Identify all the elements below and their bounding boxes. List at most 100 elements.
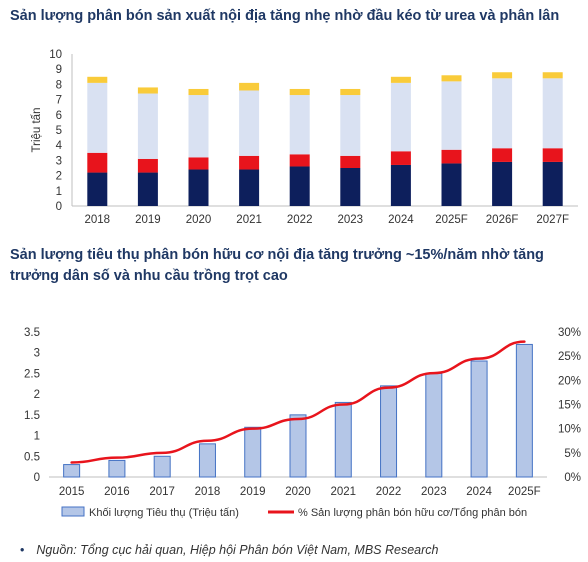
bar-segment bbox=[542, 161, 563, 206]
bar-segment bbox=[441, 75, 462, 82]
x-tick-label: 2019 bbox=[135, 214, 161, 226]
x-tick-label: 2018 bbox=[85, 214, 111, 226]
legend-label-line: % Sản lượng phân bón hữu cơ/Tổng phân bó… bbox=[298, 507, 527, 519]
bar-segment bbox=[137, 158, 158, 173]
chart1: 0 1 2 3 4 5 6 7 8 9 10 Triệu tấn 2018 2019 2020 2021 202… bbox=[31, 49, 578, 240]
x-tick-label: 2018 bbox=[195, 486, 221, 498]
bar-segment bbox=[188, 169, 209, 206]
bar bbox=[334, 401, 352, 478]
bar-segment bbox=[390, 76, 411, 83]
bar bbox=[198, 443, 216, 478]
bar-segment bbox=[289, 88, 310, 96]
y-tick-label: 1 bbox=[56, 186, 62, 198]
bar-segment bbox=[137, 172, 158, 206]
bar-segment bbox=[441, 163, 462, 206]
bar-segment bbox=[492, 78, 513, 149]
bar-segment bbox=[188, 157, 209, 170]
x-tick-label: 2017 bbox=[149, 486, 175, 498]
bullet-icon: • bbox=[20, 543, 25, 557]
series-line bbox=[70, 340, 526, 464]
bar-segment bbox=[542, 148, 563, 162]
bar-segment bbox=[289, 166, 310, 206]
bar bbox=[515, 343, 533, 478]
x-tick-label: 2021 bbox=[236, 214, 262, 226]
bar-segment bbox=[87, 82, 108, 153]
legend-label-bar: Khối lượng Tiêu thụ (Triệu tấn) bbox=[89, 507, 239, 519]
bar-segment bbox=[87, 76, 108, 83]
bar-segment bbox=[441, 81, 462, 150]
x-tick-label: 2027F bbox=[536, 214, 569, 226]
y-tick-label: 6 bbox=[56, 110, 62, 122]
bar-segment bbox=[188, 95, 209, 158]
bar-segment bbox=[137, 87, 158, 94]
y-left-tick-label: 3.5 bbox=[24, 327, 40, 339]
bar-segment bbox=[289, 154, 310, 167]
x-tick-label: 2015 bbox=[59, 486, 85, 498]
y-tick-label: 0 bbox=[56, 201, 62, 213]
y-tick-label: 9 bbox=[56, 64, 62, 76]
bar-segment bbox=[289, 95, 310, 155]
y-left-tick-label: 1.5 bbox=[24, 410, 40, 422]
bar-segment bbox=[441, 149, 462, 164]
y-left-tick-label: 0.5 bbox=[24, 451, 40, 463]
legend-label: Phân DAP bbox=[413, 239, 464, 240]
x-tick-label: 2023 bbox=[338, 214, 364, 226]
bar-segment bbox=[340, 95, 361, 156]
x-tick-label: 2024 bbox=[388, 214, 414, 226]
bar-segment bbox=[87, 172, 108, 206]
x-tick-label: 2020 bbox=[285, 486, 311, 498]
bar-segment bbox=[542, 78, 563, 149]
x-tick-label: 2025F bbox=[508, 486, 541, 498]
x-tick-label: 2024 bbox=[466, 486, 492, 498]
source-text: Nguồn: Tổng cục hải quan, Hiệp hội Phân … bbox=[36, 543, 439, 557]
y-tick-label: 10 bbox=[49, 49, 62, 61]
x-tick-label: 2022 bbox=[287, 214, 313, 226]
chart1-title: Sản lượng phân bón sản xuất nội địa tăng… bbox=[10, 8, 560, 24]
x-tick-label: 2025F bbox=[435, 214, 468, 226]
x-tick-label: 2026F bbox=[486, 214, 519, 226]
y-right-tick-label: 10% bbox=[558, 424, 581, 436]
x-tick-label: 2016 bbox=[104, 486, 130, 498]
x-tick-label: 2020 bbox=[186, 214, 212, 226]
x-tick-label: 2019 bbox=[240, 486, 266, 498]
y-left-tick-label: 3 bbox=[34, 348, 40, 360]
y-left-tick-label: 1 bbox=[34, 431, 40, 443]
x-tick-label: 2022 bbox=[376, 486, 402, 498]
y-left-tick-label: 2 bbox=[34, 389, 40, 401]
y-tick-label: 8 bbox=[56, 79, 62, 91]
bar-segment bbox=[340, 88, 361, 96]
bar bbox=[380, 385, 398, 478]
bar-segment bbox=[239, 155, 260, 170]
bar-segment bbox=[390, 82, 411, 152]
bar-segment bbox=[542, 72, 563, 79]
legend-label: Phân NPK bbox=[330, 239, 382, 240]
bar-segment bbox=[492, 161, 513, 206]
y-tick-label: 3 bbox=[56, 155, 62, 167]
bar-segment bbox=[239, 90, 260, 156]
y-right-tick-label: 30% bbox=[558, 327, 581, 339]
bar-segment bbox=[340, 155, 361, 168]
y-right-tick-label: 25% bbox=[558, 351, 581, 363]
chart2: 0 0.5 1 1.5 2 2.5 3 3.5 0% 5% 10% 15% 20% 25% 30% 2015 2… bbox=[24, 327, 581, 519]
bar-segment bbox=[340, 168, 361, 206]
y-right-tick-label: 5% bbox=[564, 448, 581, 460]
bar bbox=[470, 360, 488, 478]
legend-swatch-bar bbox=[61, 506, 85, 517]
bar-segment bbox=[239, 82, 260, 91]
x-tick-label: 2021 bbox=[330, 486, 356, 498]
bar-segment bbox=[137, 93, 158, 159]
y-left-tick-label: 0 bbox=[34, 472, 40, 484]
bar bbox=[244, 426, 262, 478]
bar-segment bbox=[239, 169, 260, 206]
bar-segment bbox=[390, 164, 411, 206]
y-right-tick-label: 20% bbox=[558, 375, 581, 387]
bar bbox=[289, 414, 307, 478]
y-tick-label: 5 bbox=[56, 125, 62, 137]
bar-segment bbox=[87, 152, 108, 173]
bar bbox=[425, 372, 443, 478]
x-tick-label: 2023 bbox=[421, 486, 447, 498]
legend-label: Phân đạm Urea bbox=[150, 239, 228, 240]
y-tick-label: 7 bbox=[56, 95, 62, 107]
y-tick-label: 4 bbox=[56, 140, 63, 152]
y-right-tick-label: 0% bbox=[564, 472, 581, 484]
